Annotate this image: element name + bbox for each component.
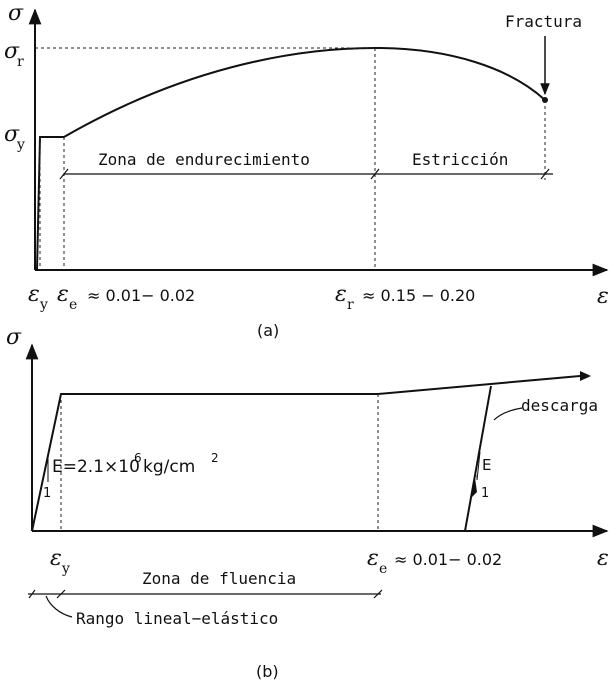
a-eps-e-label: ε (57, 282, 69, 307)
b-unloading-arrow (471, 478, 477, 498)
b-e-triangle-side (476, 451, 481, 481)
a-sigma-y-sub: y (16, 137, 25, 153)
a-fractura-label: Fractura (505, 12, 582, 31)
a-eps-axis-label: ε (597, 284, 609, 309)
b-stress-strain-curve (31, 375, 581, 532)
b-eps-y-sub: y (61, 561, 70, 577)
a-caption: (a) (257, 321, 279, 340)
b-unloading-line (464, 385, 492, 532)
a-zona-endurecimiento: Zona de endurecimiento (98, 150, 310, 169)
b-eps-e-label: ε (367, 546, 379, 571)
b-slope-e: E (482, 456, 491, 474)
a-sigma-r-label: σ (4, 39, 20, 64)
b-descarga-leader (493, 407, 523, 421)
a-estriccion: Estricción (412, 150, 508, 169)
b-eps-e-value: ≈ 0.01− 0.02 (394, 550, 502, 569)
a-tick-eps-r (370, 168, 380, 180)
b-eps-axis-label: ε (597, 546, 609, 571)
a-tick-fracture (540, 168, 550, 180)
a-eps-r-label: ε (335, 282, 347, 307)
b-tick-origin (28, 589, 36, 599)
a-tick-eps-e (59, 168, 69, 180)
a-eps-e-value: ≈ 0.01− 0.02 (87, 286, 195, 305)
a-eps-r-sub: r (347, 297, 354, 313)
b-modulus-unit-exponent: 2 (211, 451, 219, 465)
b-eps-y-label: ε (50, 546, 62, 571)
diagram-a: σ ε σ r σ y Fractura Zona de endurecimie… (4, 1, 609, 340)
a-sigma-r-sub: r (17, 54, 24, 70)
a-eps-r-value: ≈ 0.15 − 0.20 (362, 286, 475, 305)
a-eps-y-label: ε (28, 282, 40, 307)
b-rango-label: Rango lineal−elástico (76, 609, 278, 628)
b-modulus-unit: kg/cm (143, 457, 195, 477)
b-rango-leader (45, 595, 73, 618)
b-tick-eps-y (56, 589, 66, 599)
a-sigma-y-label: σ (4, 122, 20, 147)
b-caption: (b) (256, 662, 279, 681)
a-eps-y-sub: y (39, 297, 48, 313)
b-eps-e-sub: e (379, 561, 387, 577)
b-descarga-label: descarga (521, 396, 598, 415)
b-slope-one-left: 1 (43, 486, 51, 501)
b-modulus-label: E=2.1×10 (52, 457, 140, 477)
a-sigma-axis-label: σ (8, 1, 24, 26)
b-sigma-axis-label: σ (6, 325, 22, 350)
b-tick-eps-e (373, 589, 383, 599)
b-curve-arrowhead (580, 371, 591, 381)
b-zona-fluencia: Zona de fluencia (142, 569, 296, 588)
a-stress-strain-curve (36, 46, 546, 271)
diagram-b: σ ε 1 E=2.1×10 6 kg/cm 2 E 1 descarga ε … (6, 325, 609, 681)
a-eps-e-sub: e (69, 297, 77, 313)
b-slope-one-right: 1 (481, 486, 489, 501)
b-modulus-exponent: 6 (134, 451, 142, 465)
